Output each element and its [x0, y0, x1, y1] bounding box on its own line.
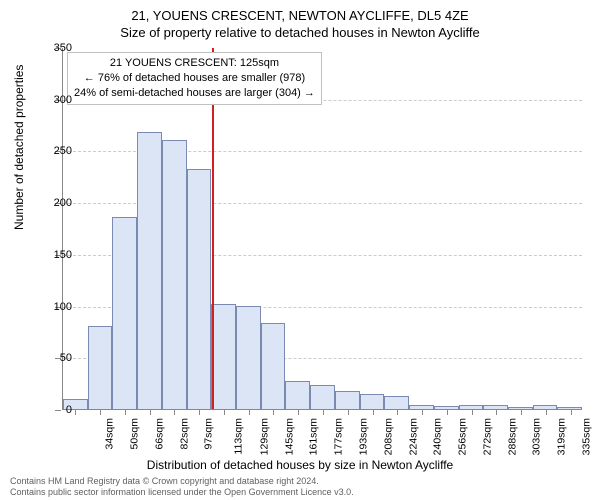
x-tick — [298, 409, 299, 415]
x-tick — [422, 409, 423, 415]
histogram-bar — [137, 132, 162, 409]
y-tick-label: 200 — [42, 197, 72, 209]
x-tick-label: 240sqm — [432, 418, 444, 455]
y-tick-label: 150 — [42, 249, 72, 261]
histogram-bar — [88, 326, 113, 409]
chart-title-main: 21, YOUENS CRESCENT, NEWTON AYCLIFFE, DL… — [0, 8, 600, 23]
y-axis-label: Number of detached properties — [12, 65, 26, 230]
histogram-bar — [162, 140, 187, 409]
x-tick — [397, 409, 398, 415]
footer-line-1: Contains HM Land Registry data © Crown c… — [10, 476, 354, 487]
x-tick — [373, 409, 374, 415]
x-tick — [100, 409, 101, 415]
x-tick-label: 161sqm — [308, 418, 320, 455]
x-tick-label: 66sqm — [153, 418, 165, 450]
y-tick-label: 50 — [42, 352, 72, 364]
histogram-bar — [261, 323, 286, 409]
x-tick-label: 97sqm — [203, 418, 215, 450]
x-tick-label: 34sqm — [104, 418, 116, 450]
x-tick — [323, 409, 324, 415]
histogram-bar — [211, 304, 236, 409]
histogram-bar — [335, 391, 360, 409]
x-tick — [273, 409, 274, 415]
x-tick-label: 335sqm — [580, 418, 592, 455]
annotation-line: 24% of semi-detached houses are larger (… — [74, 86, 315, 101]
histogram-bar — [360, 394, 385, 410]
x-tick-label: 224sqm — [407, 418, 419, 455]
x-tick-label: 288sqm — [506, 418, 518, 455]
x-tick-label: 177sqm — [333, 418, 345, 455]
x-tick — [348, 409, 349, 415]
footer-line-2: Contains public sector information licen… — [10, 487, 354, 498]
x-tick — [199, 409, 200, 415]
x-tick — [546, 409, 547, 415]
annotation-line: ← 76% of detached houses are smaller (97… — [74, 71, 315, 86]
x-tick — [150, 409, 151, 415]
x-tick-label: 50sqm — [129, 418, 141, 450]
x-tick-label: 113sqm — [233, 418, 245, 455]
histogram-bar — [187, 169, 212, 409]
chart-title-block: 21, YOUENS CRESCENT, NEWTON AYCLIFFE, DL… — [0, 0, 600, 40]
x-tick-label: 145sqm — [283, 418, 295, 455]
x-tick-label: 129sqm — [258, 418, 270, 455]
chart-plot-area: 21 YOUENS CRESCENT: 125sqm← 76% of detac… — [62, 48, 582, 410]
annotation-box: 21 YOUENS CRESCENT: 125sqm← 76% of detac… — [67, 52, 322, 105]
x-tick-label: 319sqm — [555, 418, 567, 455]
footer-attribution: Contains HM Land Registry data © Crown c… — [10, 476, 354, 498]
x-tick — [521, 409, 522, 415]
x-tick-label: 303sqm — [531, 418, 543, 455]
x-tick — [224, 409, 225, 415]
histogram-bar — [310, 385, 335, 409]
x-tick — [174, 409, 175, 415]
chart-title-sub: Size of property relative to detached ho… — [0, 25, 600, 40]
histogram-bar — [236, 306, 261, 409]
y-tick-label: 0 — [42, 404, 72, 416]
x-tick-label: 193sqm — [357, 418, 369, 455]
x-tick-label: 272sqm — [481, 418, 493, 455]
x-tick-label: 256sqm — [456, 418, 468, 455]
histogram-bar — [384, 396, 409, 409]
x-tick — [472, 409, 473, 415]
x-tick-label: 208sqm — [382, 418, 394, 455]
x-axis-label: Distribution of detached houses by size … — [0, 458, 600, 472]
x-tick — [496, 409, 497, 415]
x-tick — [75, 409, 76, 415]
y-tick-label: 300 — [42, 94, 72, 106]
histogram-bar — [112, 217, 137, 409]
y-tick-label: 250 — [42, 145, 72, 157]
histogram-bar — [285, 381, 310, 409]
y-tick-label: 100 — [42, 301, 72, 313]
x-tick — [447, 409, 448, 415]
y-tick-label: 350 — [42, 42, 72, 54]
annotation-line: 21 YOUENS CRESCENT: 125sqm — [74, 56, 315, 71]
x-tick-label: 82sqm — [178, 418, 190, 450]
x-tick — [249, 409, 250, 415]
x-tick — [125, 409, 126, 415]
x-tick — [571, 409, 572, 415]
